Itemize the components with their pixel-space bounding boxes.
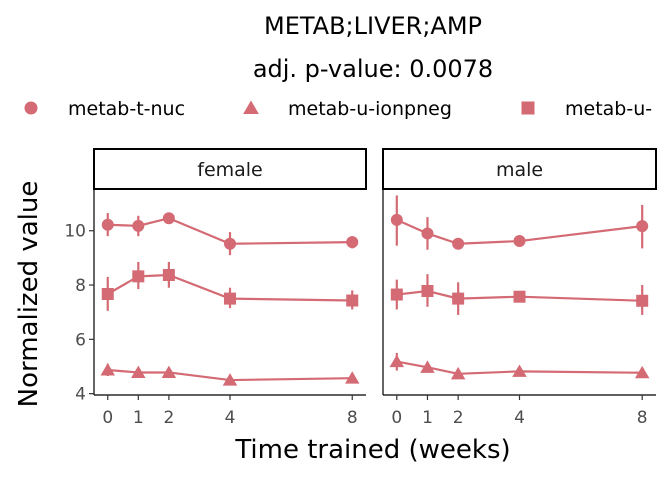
panel-female: female 0 1 2 4 8 [93, 148, 367, 428]
y-tick-label: 8 [75, 276, 86, 296]
series-metab-t-nuc [101, 212, 359, 256]
data-point [390, 288, 403, 301]
x-tick-label: 0 [391, 408, 402, 428]
x-tick-label: 2 [163, 408, 174, 428]
y-axis: 4 6 8 10 [64, 222, 94, 405]
data-point [101, 218, 114, 231]
legend-label: metab-u-ionpneg [288, 98, 452, 120]
series-metab-u- [101, 261, 359, 311]
x-tick-label: 8 [347, 408, 358, 428]
chart-title: METAB;LIVER;AMP [264, 12, 482, 40]
data-point [100, 363, 115, 376]
facet-label: female [197, 159, 263, 181]
chart-subtitle: adj. p-value: 0.0078 [253, 55, 493, 83]
data-point [346, 236, 359, 249]
data-point [450, 366, 466, 380]
panel-male: male 0 1 2 4 8 [382, 148, 657, 428]
data-point [224, 292, 236, 305]
series-metab-u- [390, 274, 649, 315]
x-tick-label: 8 [637, 408, 648, 428]
data-point [420, 360, 435, 373]
x-tick-label: 1 [422, 408, 433, 428]
legend-label: metab-t-nuc [68, 98, 185, 120]
legend: metab-t-nuc metab-u-ionpneg metab-u- [24, 98, 652, 120]
data-point [634, 365, 650, 379]
data-point [636, 294, 649, 307]
legend-marker-circle [24, 101, 38, 115]
series-metab-u-ionpneg [389, 352, 650, 380]
facet-label: male [496, 159, 543, 181]
x-tick-label: 0 [102, 408, 113, 428]
data-point [345, 371, 360, 384]
series-metab-u-ionpneg [100, 363, 360, 386]
data-point [513, 290, 526, 303]
y-tick-label: 6 [75, 330, 86, 350]
data-point [131, 365, 146, 378]
data-point [224, 237, 236, 250]
legend-marker-square [521, 101, 535, 115]
x-tick-label: 1 [133, 408, 144, 428]
data-point [636, 220, 649, 233]
x-tick-label: 4 [225, 408, 236, 428]
y-tick-label: 10 [64, 222, 86, 242]
data-point [101, 287, 114, 300]
facet-strip [382, 148, 657, 190]
data-point [132, 270, 145, 283]
data-point [512, 364, 527, 377]
y-tick-label: 4 [75, 385, 86, 405]
data-point [222, 373, 238, 386]
data-point [513, 235, 526, 248]
facet-strip [93, 148, 367, 190]
y-axis-title: Normalized value [14, 181, 44, 408]
data-point [390, 213, 403, 226]
legend-marker-triangle [243, 100, 259, 114]
data-point [452, 237, 465, 250]
data-point [421, 285, 434, 298]
data-point [389, 354, 405, 368]
x-tick-label: 2 [453, 408, 464, 428]
data-point [161, 365, 177, 378]
data-point [132, 219, 145, 232]
data-point [346, 294, 359, 307]
data-point [162, 212, 175, 225]
series-metab-t-nuc [390, 195, 649, 250]
x-axis-title: Time trained (weeks) [234, 435, 510, 465]
data-point [162, 268, 175, 281]
data-point [452, 292, 465, 305]
x-tick-label: 4 [514, 408, 525, 428]
legend-label: metab-u- [565, 98, 652, 120]
data-point [421, 227, 434, 240]
